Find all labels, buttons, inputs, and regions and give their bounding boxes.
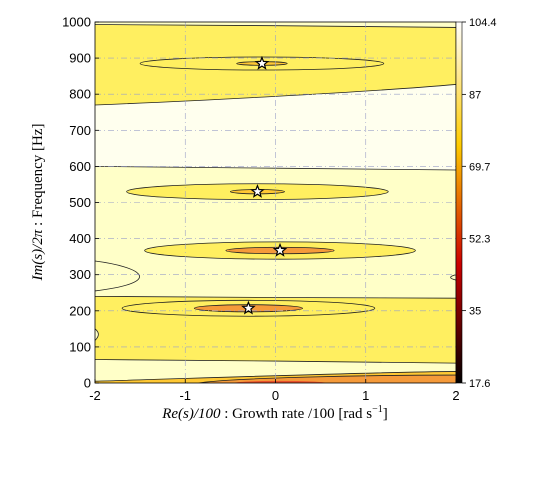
- colorbar: [456, 22, 462, 383]
- y-tick-label: 0: [84, 376, 91, 391]
- colorbar-tick-label: 69.7: [469, 161, 490, 173]
- pole-star-marker: [254, 55, 270, 70]
- y-axis-ticks: 0 100 200 300 400 500 600 700 800 900 1000: [62, 15, 99, 391]
- contour-line-notch-left: [95, 328, 99, 341]
- x-tick-label: 0: [272, 388, 279, 403]
- colorbar-tick-label: 87: [469, 89, 481, 101]
- x-tick-label: -1: [179, 388, 191, 403]
- contour-bottom-core: [234, 380, 326, 383]
- y-tick-label: 100: [69, 339, 91, 354]
- y-tick-label: 900: [69, 51, 91, 66]
- colorbar-tick-label: 35: [469, 306, 481, 318]
- y-tick-label: 500: [69, 195, 91, 210]
- x-tick-label: -2: [89, 388, 101, 403]
- y-tick-label: 600: [69, 159, 91, 174]
- grid-lines: [95, 22, 456, 383]
- y-tick-label: 200: [69, 303, 91, 318]
- contour-line-notch-right: [450, 274, 456, 281]
- y-tick-label: 1000: [62, 15, 91, 30]
- pole-star-marker: [250, 184, 265, 198]
- colorbar-tick-label: 104.4: [469, 17, 497, 29]
- colorbar-tick-label: 52.3: [469, 234, 490, 246]
- x-tick-label: 2: [452, 388, 459, 403]
- x-axis-title: Re(s)/100 : Growth rate /100 [rad s−1]: [161, 404, 388, 422]
- y-tick-label: 700: [69, 123, 91, 138]
- x-tick-label: 1: [362, 388, 369, 403]
- pole-star-marker: [241, 300, 256, 315]
- pole-markers: [241, 55, 288, 315]
- contour-line-bottom-orange: [198, 374, 456, 383]
- colorbar-frame: [455, 21, 463, 384]
- y-tick-label: 800: [69, 87, 91, 102]
- colorbar-tick-label: 17.6: [469, 378, 490, 390]
- y-tick-label: 300: [69, 267, 91, 282]
- y-axis-title: Im(s)/2π : Frequency [Hz]: [30, 123, 46, 281]
- colorbar-ticks: 17.6 35 52.3 69.7 87 104.4: [462, 17, 497, 390]
- pole-star-marker: [272, 242, 288, 257]
- y-tick-label: 400: [69, 231, 91, 246]
